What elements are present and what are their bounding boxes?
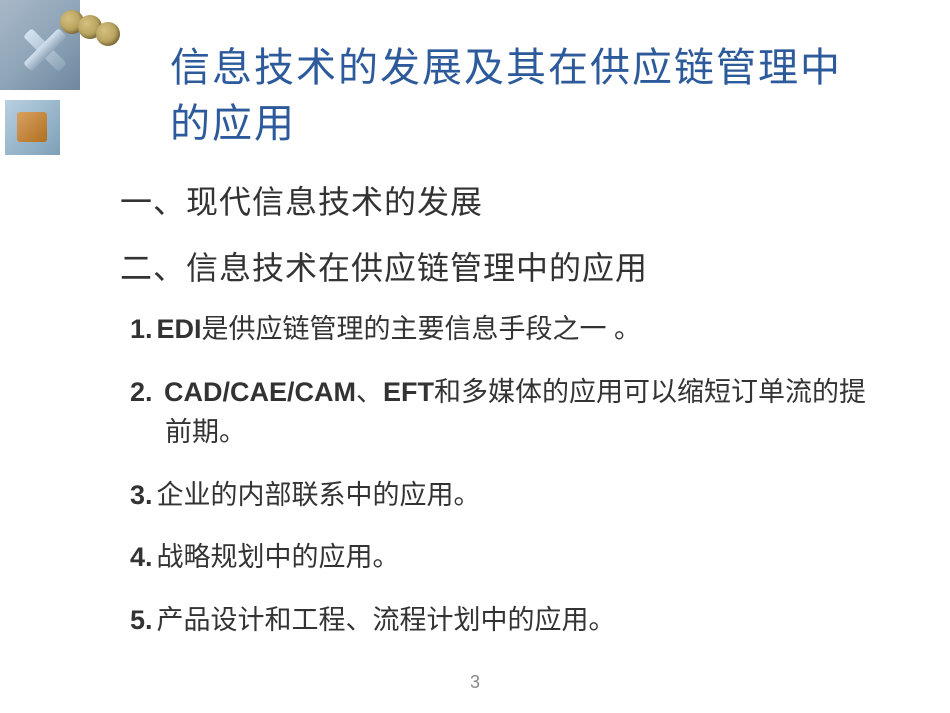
numbered-list: 1.EDI是供应链管理的主要信息手段之一 。 2. CAD/CAE/CAM、EF…: [130, 309, 870, 640]
item-text: 是供应链管理的主要信息手段之一 。: [202, 314, 642, 344]
list-item: 2. CAD/CAE/CAM、EFT和多媒体的应用可以缩短订单流的提前期。: [130, 372, 870, 453]
list-item: 3.企业的内部联系中的应用。: [130, 475, 870, 516]
item-number: 3.: [130, 480, 153, 510]
slide-container: 信息技术的发展及其在供应链管理中 的应用 一、现代信息技术的发展 二、信息技术在…: [0, 0, 950, 713]
item-text: 战略规划中的应用。: [157, 542, 400, 572]
deco-block: [0, 0, 80, 90]
item-number: 5.: [130, 605, 153, 635]
section-heading-1: 一、现代信息技术的发展: [120, 177, 870, 223]
item-bold: EDI: [157, 314, 202, 344]
item-bold: EFT: [383, 377, 434, 407]
coins-icon: [60, 10, 130, 60]
item-number: 2.: [130, 377, 153, 407]
slide-content: 一、现代信息技术的发展 二、信息技术在供应链管理中的应用 1.EDI是供应链管理…: [120, 177, 870, 640]
item-number: 4.: [130, 542, 153, 572]
title-line-1: 信息技术的发展及其在供应链管理中: [170, 45, 842, 90]
corner-decoration: [0, 0, 140, 200]
cross-icon: [10, 15, 81, 86]
list-item: 5.产品设计和工程、流程计划中的应用。: [130, 600, 870, 641]
slide-title: 信息技术的发展及其在供应链管理中 的应用: [170, 40, 870, 152]
list-item: 4.战略规划中的应用。: [130, 537, 870, 578]
coin-icon: [96, 22, 120, 46]
list-item: 1.EDI是供应链管理的主要信息手段之一 。: [130, 309, 870, 350]
coin-icon: [60, 10, 84, 34]
item-sep: 、: [356, 377, 383, 407]
coin-icon: [78, 15, 102, 39]
deco-small-block: [5, 100, 60, 155]
item-text: 企业的内部联系中的应用。: [157, 480, 481, 510]
item-text: 产品设计和工程、流程计划中的应用。: [157, 605, 616, 635]
section-heading-2: 二、信息技术在供应链管理中的应用: [120, 243, 870, 289]
item-bold: CAD/CAE/CAM: [164, 377, 356, 407]
deco-small-inner: [17, 112, 47, 142]
title-line-2: 的应用: [170, 101, 296, 146]
item-number: 1.: [130, 314, 153, 344]
page-number: 3: [470, 672, 480, 693]
